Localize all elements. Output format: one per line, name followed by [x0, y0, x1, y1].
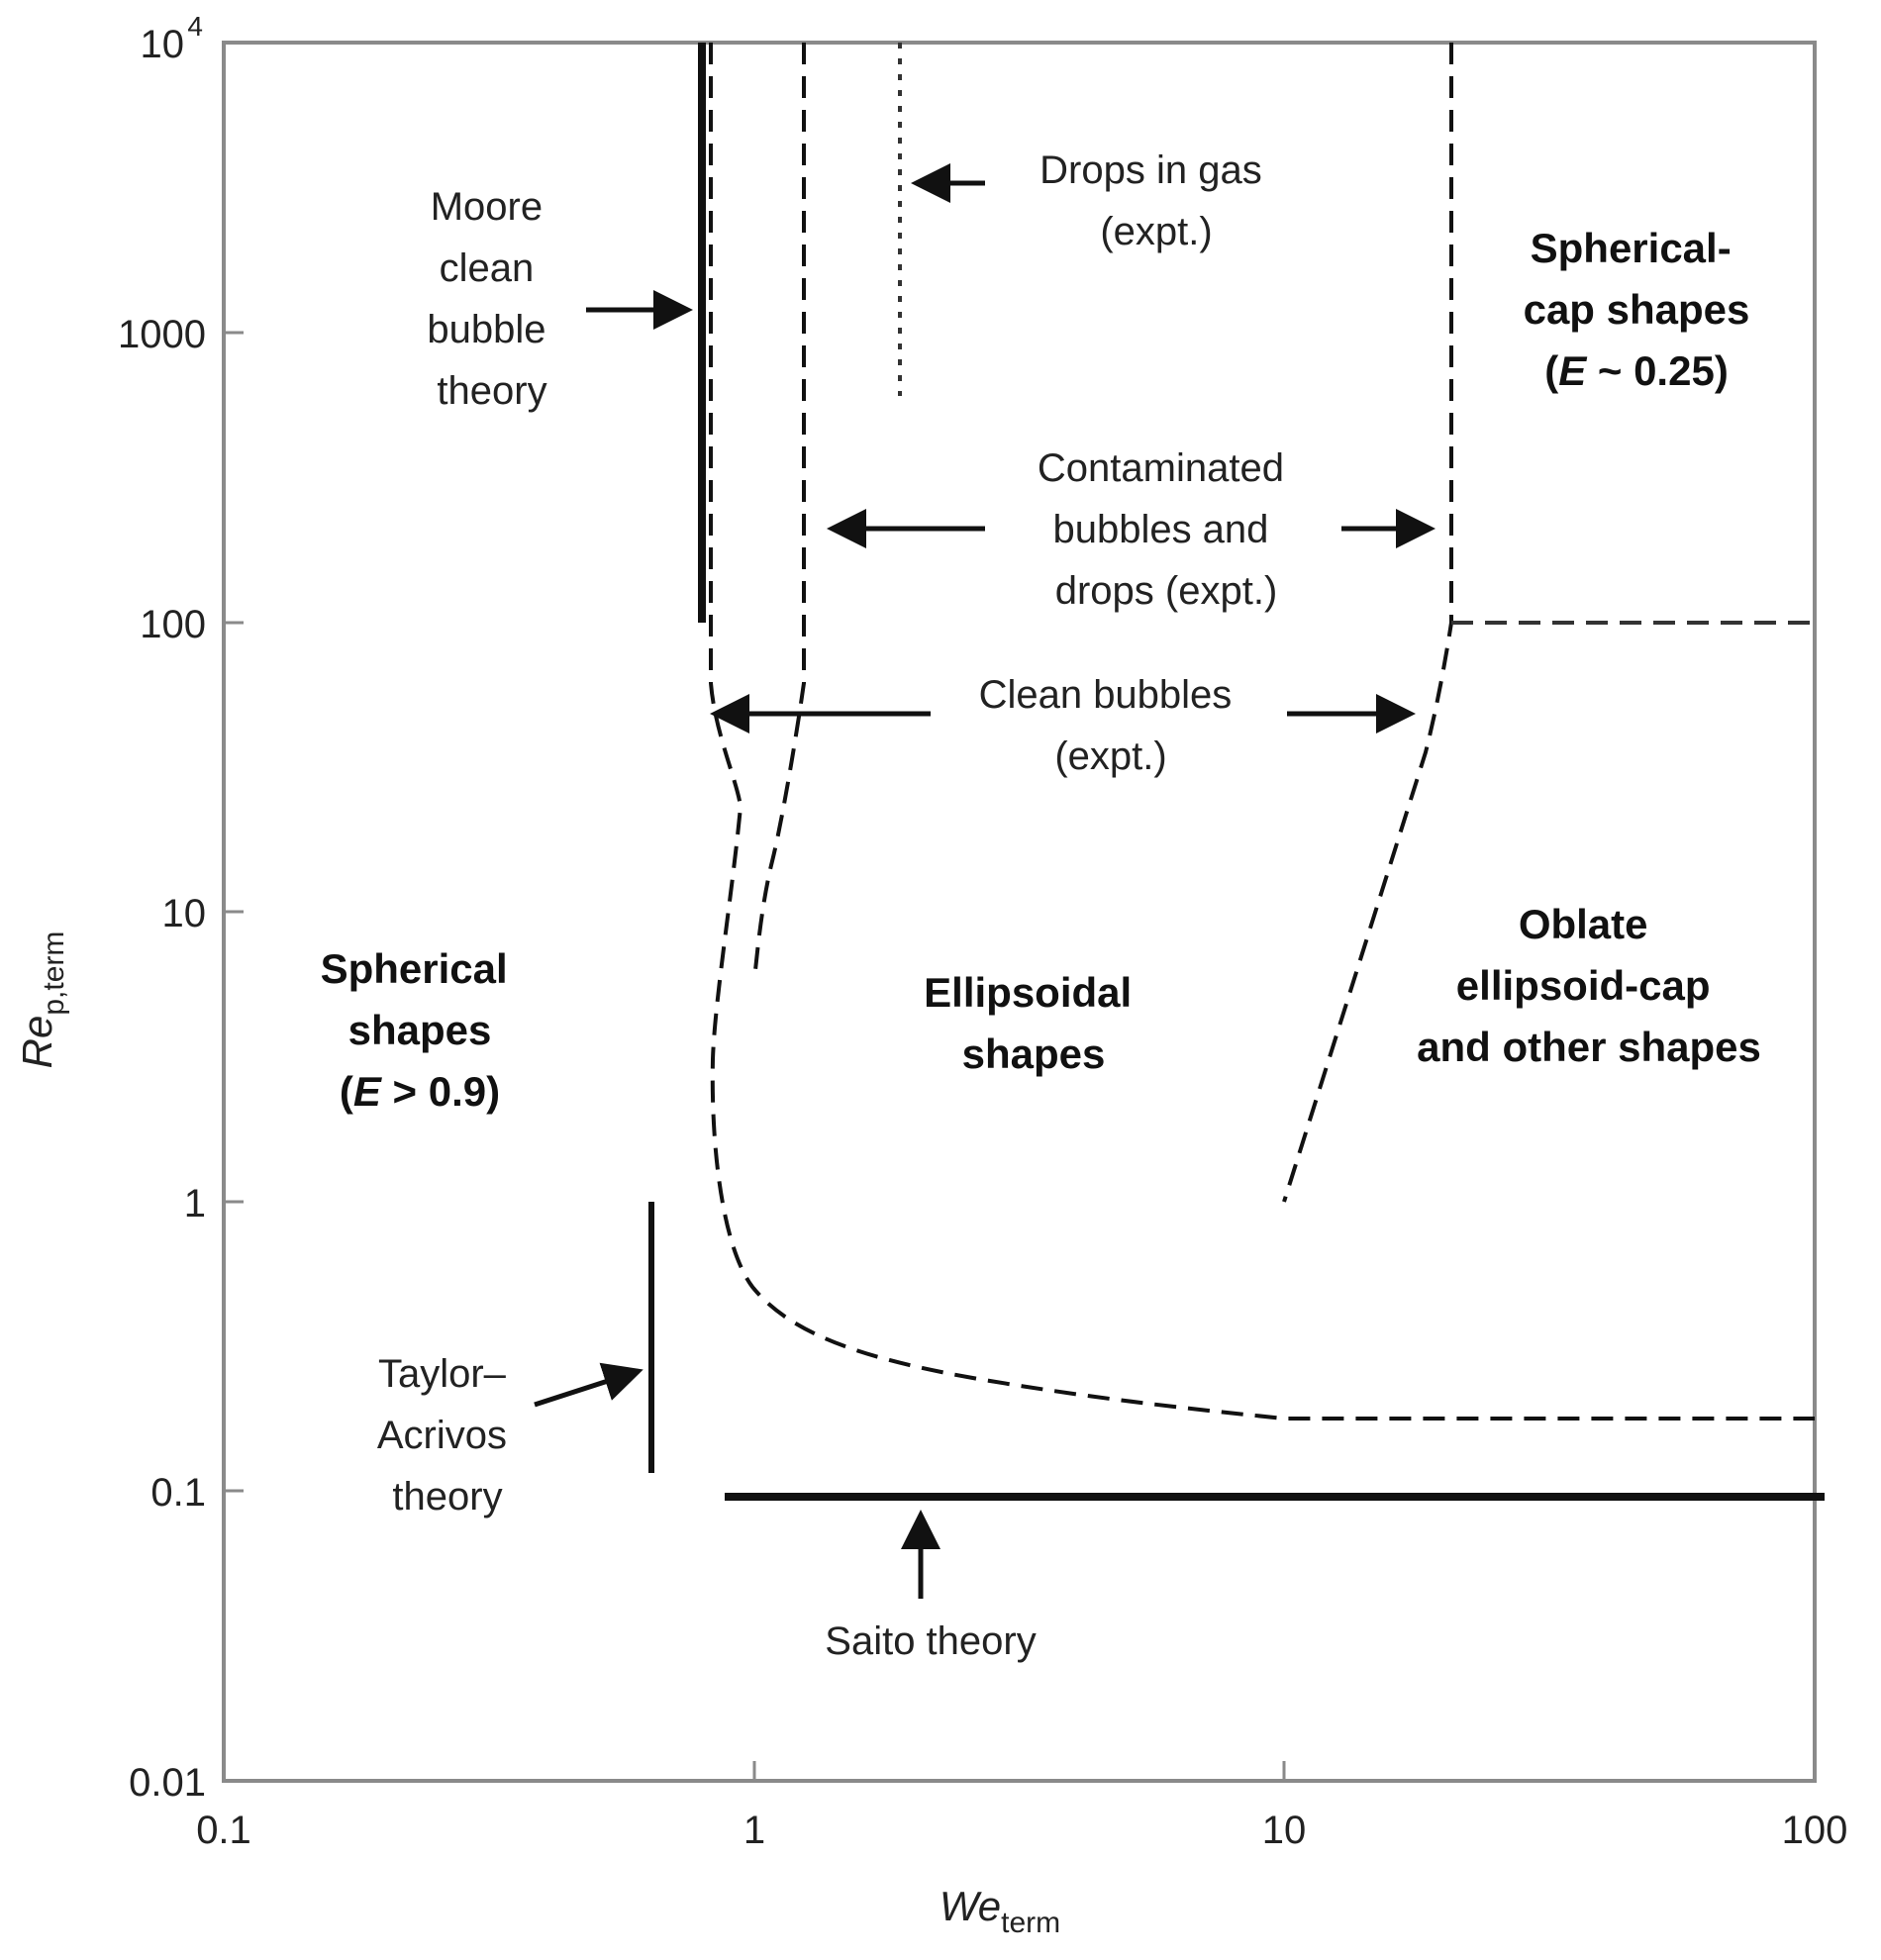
y-tick-0.01: 0.01	[129, 1761, 206, 1805]
y-axis-title: Rep,term	[14, 931, 70, 1069]
y-tick-1000: 1000	[118, 313, 206, 356]
x-tick-labels: 0.1 1 10 100	[196, 1809, 1847, 1852]
region-spherical-cap-condition: (E ~ 0.25)	[1544, 347, 1729, 394]
contaminated-left-boundary	[752, 43, 806, 981]
x-ticks	[752, 1761, 1286, 1781]
y-tick-10: 10	[162, 892, 207, 935]
y-tick-labels: 0.01 0.1 1 10 100 1000 10 4	[118, 11, 206, 1805]
right-boundary	[1282, 43, 1453, 1203]
y-ticks	[224, 331, 244, 1493]
x-tick-10: 10	[1262, 1809, 1307, 1852]
y-tick-0.1: 0.1	[150, 1471, 206, 1515]
region-ellipsoidal: Ellipsoidal shapes	[924, 969, 1143, 1077]
x-tick-100: 100	[1782, 1809, 1848, 1852]
taylor-arrow	[534, 1362, 644, 1408]
clean-bubbles-left-boundary	[709, 43, 1815, 1421]
moore-label: Moore clean bubble theory	[427, 185, 556, 413]
x-axis-title: Weterm	[940, 1883, 1060, 1939]
y-tick-10e4-exp: 4	[187, 11, 203, 42]
y-tick-1: 1	[184, 1182, 206, 1225]
region-spherical: Spherical shapes	[321, 945, 520, 1053]
y-tick-100: 100	[140, 603, 206, 646]
clean-bubbles-label: Clean bubbles (expt.)	[979, 673, 1243, 778]
saito-label: Saito theory	[825, 1619, 1036, 1663]
drops-in-gas-label: Drops in gas (expt.)	[1040, 148, 1273, 253]
region-spherical-cap: Spherical- cap shapes	[1524, 225, 1750, 333]
x-tick-1: 1	[743, 1809, 765, 1852]
taylor-acrivos-label: Taylor– Acrivos theory	[377, 1352, 518, 1519]
annotation-arrows	[534, 163, 1436, 1599]
region-oblate: Oblate ellipsoid-cap and other shapes	[1417, 901, 1761, 1070]
region-spherical-condition: (E > 0.9)	[340, 1068, 500, 1115]
y-tick-10e4-base: 10	[141, 23, 185, 66]
contaminated-label: Contaminated bubbles and drops (expt.)	[1038, 446, 1295, 613]
x-tick-0.1: 0.1	[196, 1809, 251, 1852]
